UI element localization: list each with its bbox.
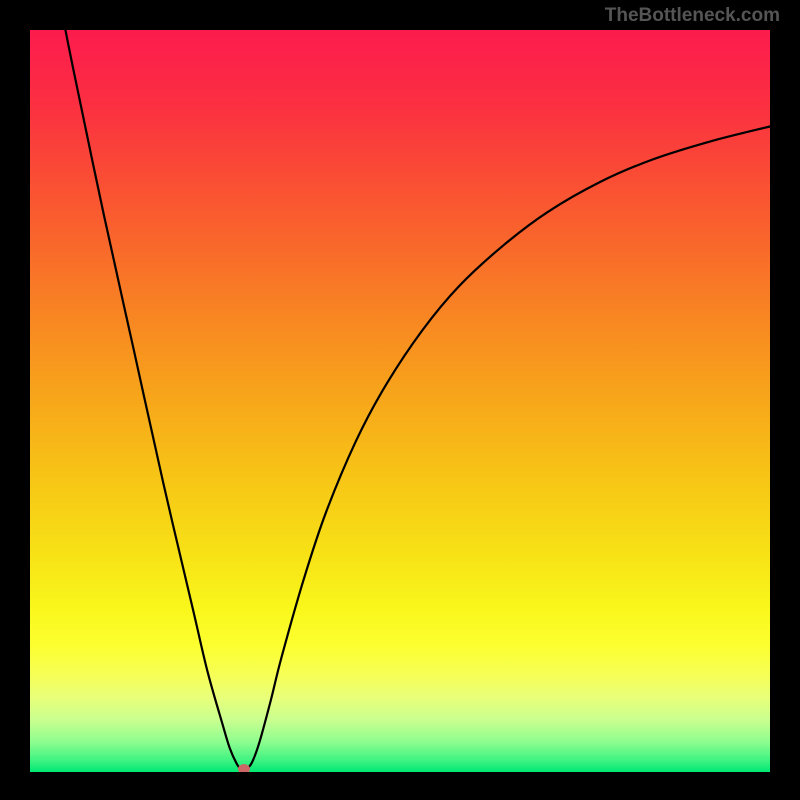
- minimum-marker: [238, 764, 250, 772]
- gradient-background: [30, 30, 770, 772]
- watermark-text: TheBottleneck.com: [605, 5, 780, 27]
- plot-area: [30, 30, 770, 772]
- chart-frame: TheBottleneck.com: [0, 0, 800, 800]
